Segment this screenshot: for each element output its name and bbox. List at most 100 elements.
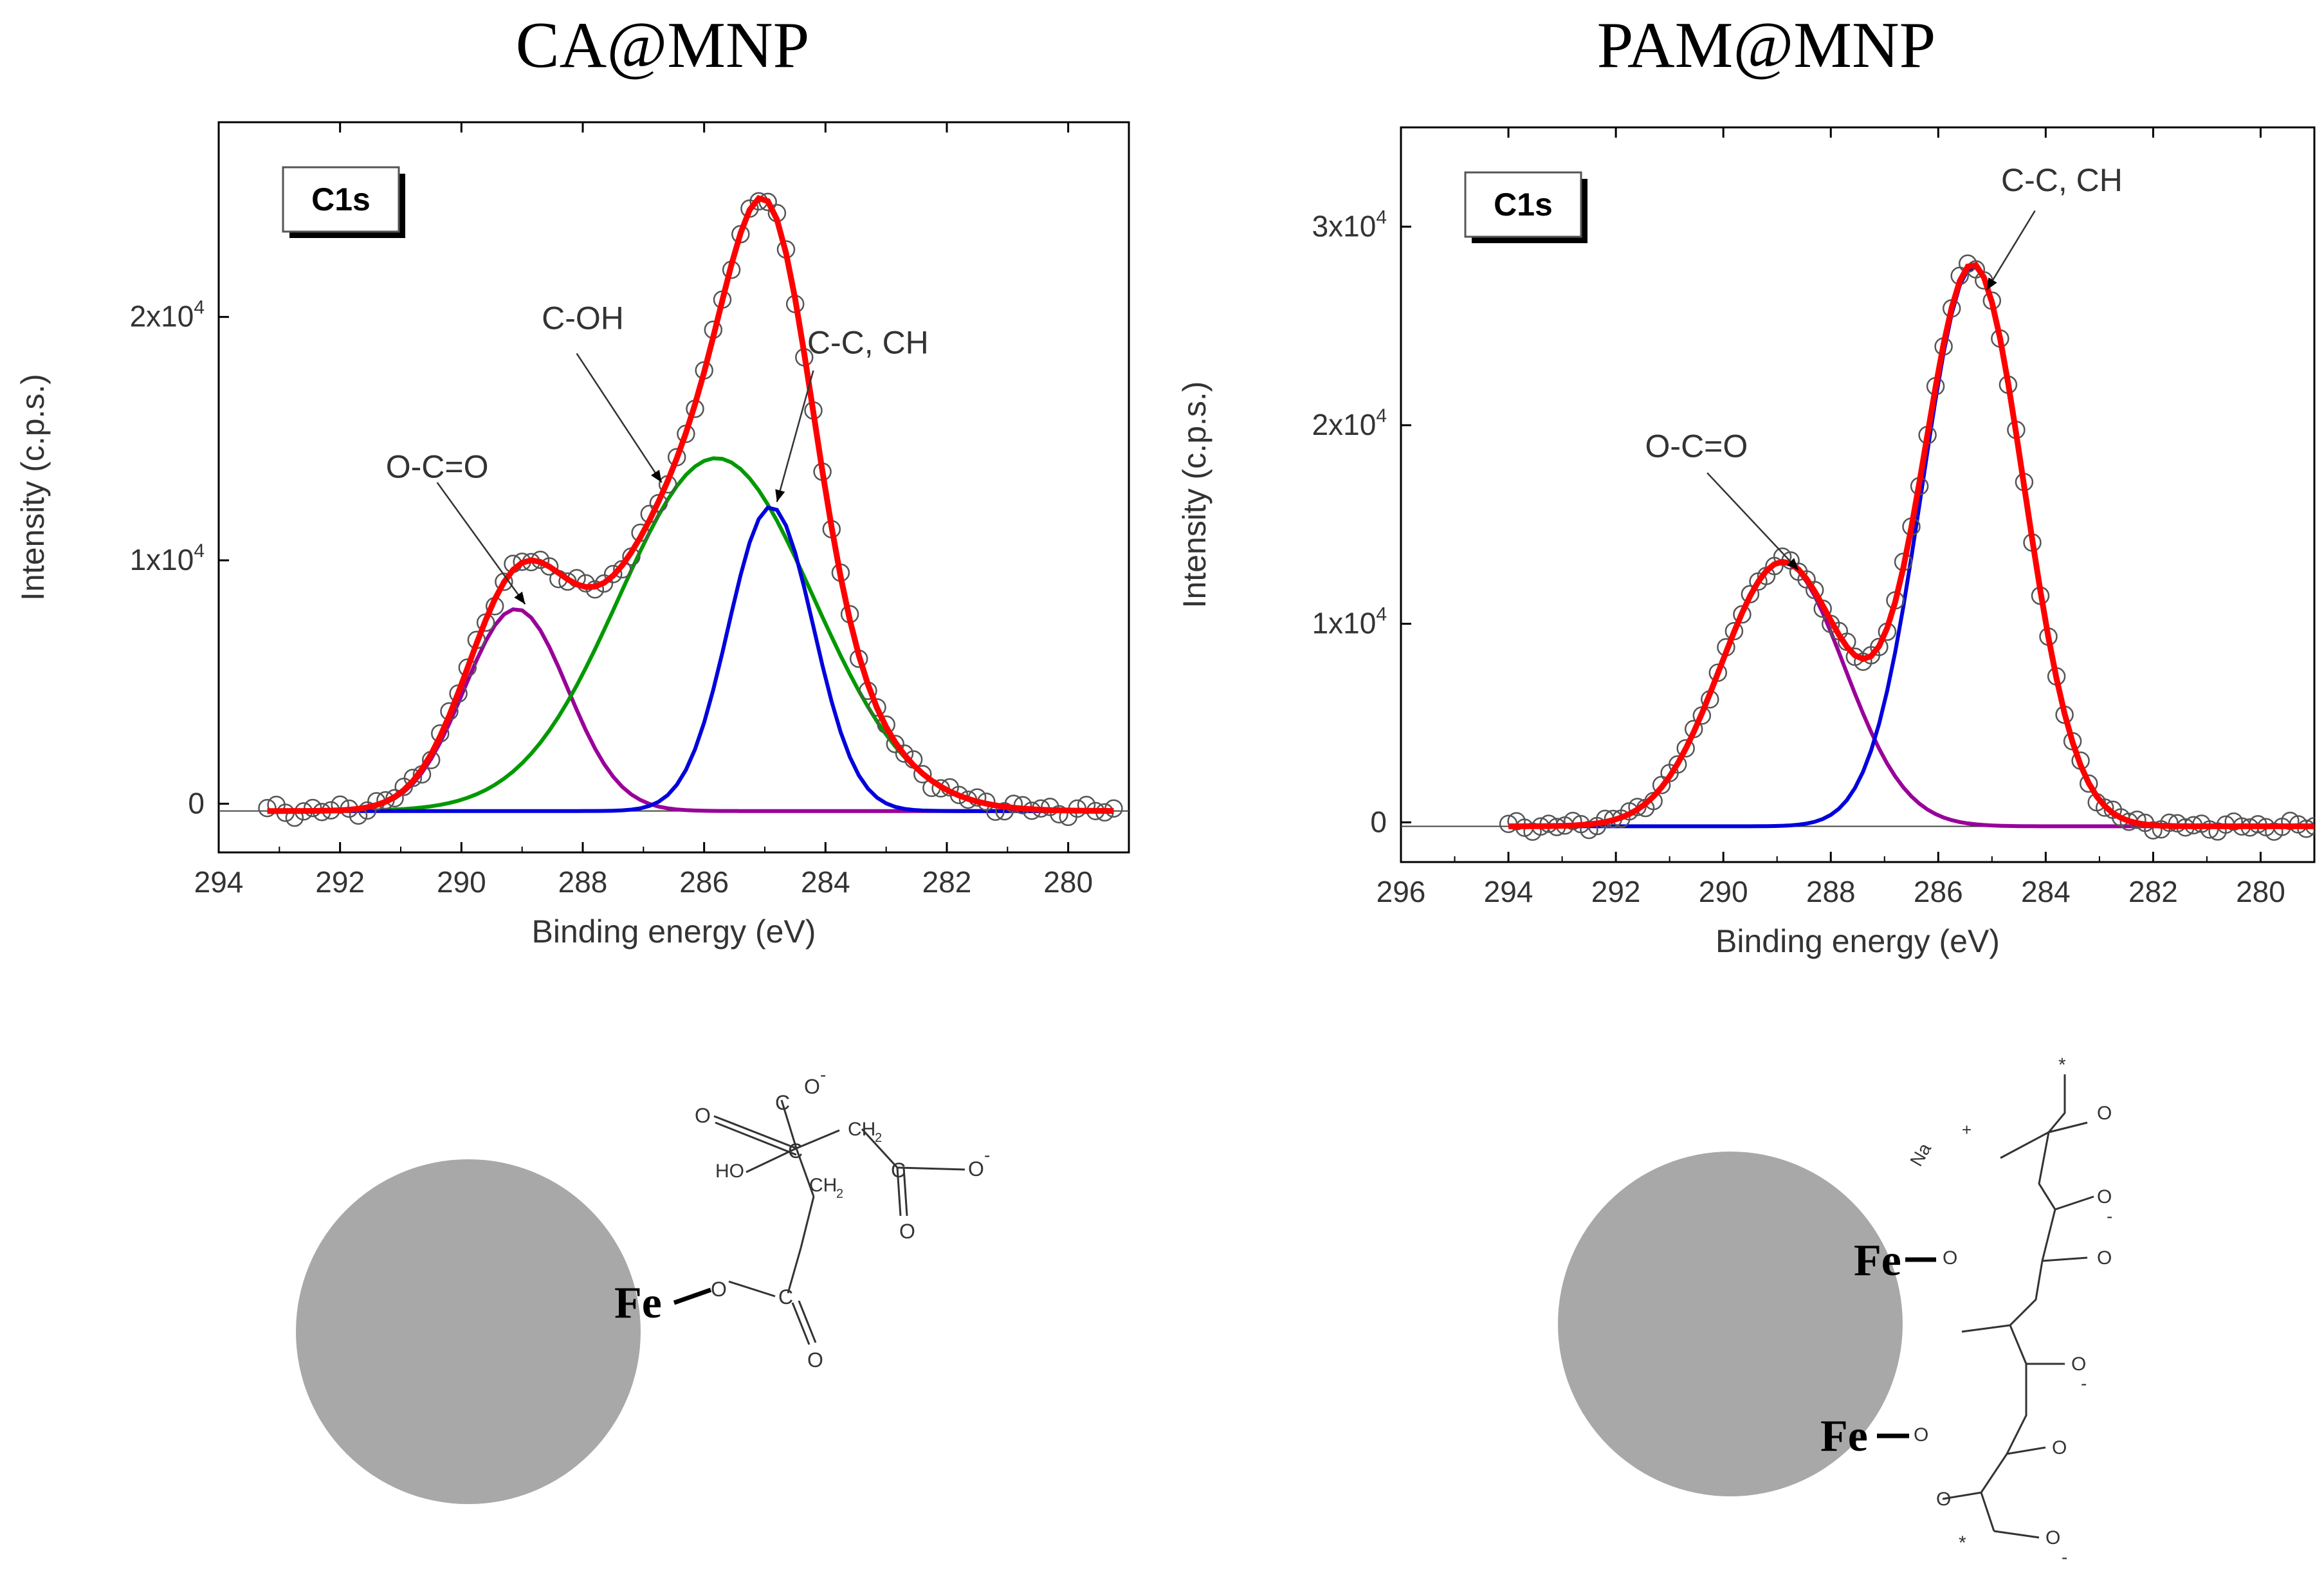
data-point <box>1676 739 1695 758</box>
component-curve <box>1508 264 2314 829</box>
data-point <box>1668 755 1687 774</box>
nanoparticle <box>1558 1152 1903 1496</box>
data-point <box>1050 805 1068 823</box>
x-tick-label: 282 <box>2128 875 2178 908</box>
atom-label: O <box>1943 1247 1957 1269</box>
data-point <box>995 802 1014 821</box>
annotation-arrow <box>1986 210 2036 291</box>
x-tick-label: 280 <box>1043 865 1093 899</box>
annotation-arrowhead <box>1986 277 1997 291</box>
atom-label: - <box>820 1065 826 1085</box>
x-axis-label: Binding energy (eV) <box>1716 923 2000 959</box>
x-tick-label: 288 <box>1806 875 1856 908</box>
xps-chart: 296 294 292 290 288 286 284 282 280 0 1x104 2x104 3x… <box>1176 126 2316 959</box>
atom-label: O <box>2071 1354 2086 1375</box>
annotation-arrow <box>1706 472 1800 571</box>
nanoparticle <box>296 1159 641 1504</box>
atom-label: O <box>807 1348 823 1372</box>
data-point <box>1564 811 1582 831</box>
x-tick-label: 286 <box>679 865 729 899</box>
y-tick-label: 2x104 <box>1312 405 1387 441</box>
atom-label: O <box>2097 1186 2112 1208</box>
ca-scheme: Fe O C O CH 2 C HO C O - O CH <box>296 1065 990 1504</box>
y-tick-label: 0 <box>188 786 205 820</box>
atom-label: O <box>2045 1527 2060 1548</box>
data-point <box>603 565 623 583</box>
data-point <box>1870 638 1889 656</box>
x-tick-label: 288 <box>558 865 608 899</box>
badge-box <box>1464 171 1582 238</box>
pam-scheme: Fe Fe Na + O O O O O O O O O - - - <box>1558 1054 2112 1567</box>
y-axis-label: Intensity (c.p.s.) <box>15 374 51 601</box>
envelope-fit <box>1508 262 2314 829</box>
y-tick-label: 0 <box>1370 805 1387 838</box>
atom-label: O <box>2052 1437 2067 1458</box>
panel-pam: PAM@MNP 296 294 292 290 288 286 284 282 280 0 1x10… <box>1162 0 2324 1004</box>
atom-label: - <box>984 1145 990 1165</box>
plot-content <box>219 192 1129 827</box>
atom-label: O <box>1914 1424 1928 1446</box>
atom-label: C <box>775 1091 790 1114</box>
atom-label: * <box>2058 1054 2066 1076</box>
atom-label: O <box>804 1075 820 1098</box>
panel-title: PAM@MNP <box>1597 9 1936 82</box>
plot-frame <box>217 121 1130 854</box>
annotation-label: O-C=O <box>1645 428 1748 464</box>
annotation-arrowhead <box>514 591 526 605</box>
badge-box <box>282 166 400 233</box>
atom-label: - <box>2107 1206 2112 1226</box>
annotation-label: C-C, CH <box>2001 162 2123 198</box>
atom-label: O <box>2097 1247 2112 1269</box>
atom-label: - <box>2062 1547 2067 1567</box>
x-tick-label: 282 <box>922 865 972 899</box>
data-point <box>895 744 914 763</box>
atom-label: O <box>2097 1103 2112 1124</box>
atom-label: O <box>695 1104 711 1127</box>
data-point <box>2281 811 2300 831</box>
panel-title: CA@MNP <box>515 9 810 82</box>
data-point <box>1773 547 1792 566</box>
x-tick-label: 290 <box>437 865 486 899</box>
polyacrylate-chain <box>1877 1074 2094 1539</box>
data-point <box>868 698 886 717</box>
annotation-arrow <box>576 353 663 483</box>
fe-label: Fe <box>1820 1411 1868 1461</box>
x-tick-label: 280 <box>2236 875 2285 908</box>
data-point <box>2095 798 2114 817</box>
annotation-label: O-C=O <box>386 448 489 484</box>
atom-label: + <box>1962 1120 1972 1139</box>
atom-label: 2 <box>875 1131 882 1145</box>
atom-label: C <box>891 1159 906 1182</box>
plot-frame <box>1400 126 2316 863</box>
annotation-arrowhead <box>650 470 662 482</box>
atom-label: - <box>2081 1373 2087 1393</box>
atom-label: O <box>968 1157 984 1180</box>
data-point <box>1733 605 1752 624</box>
annotation-label: C-OH <box>542 300 624 336</box>
atom-label: HO <box>715 1161 744 1182</box>
atom-label: C <box>788 1139 803 1162</box>
data-point <box>1708 663 1728 682</box>
data-point <box>2079 774 2098 793</box>
data-point <box>540 557 559 576</box>
data-point <box>1805 580 1824 600</box>
data-point <box>913 765 932 784</box>
y-tick-label: 1x104 <box>1312 604 1387 640</box>
atom-label: Na <box>1906 1139 1935 1170</box>
x-tick-label: 294 <box>1484 875 1533 908</box>
x-tick-label: 284 <box>801 865 850 899</box>
data-point <box>2144 821 2163 840</box>
x-tick-label: 296 <box>1377 875 1426 908</box>
data-point <box>886 735 905 753</box>
component-curve <box>267 505 1114 813</box>
atom-label: O <box>1936 1489 1951 1510</box>
panel-ca: CA@MNP 294 292 290 288 286 284 282 280 0 1x104 2x1… <box>0 0 1162 1004</box>
atom-label: CH <box>848 1119 875 1140</box>
x-axis-label: Binding energy (eV) <box>532 914 816 950</box>
data-point <box>258 798 277 818</box>
envelope-fit <box>267 194 1114 814</box>
fe-label: Fe <box>614 1278 662 1328</box>
data-point <box>2200 820 2219 839</box>
plot-content <box>1401 254 2314 841</box>
annotation-arrow <box>436 482 526 605</box>
